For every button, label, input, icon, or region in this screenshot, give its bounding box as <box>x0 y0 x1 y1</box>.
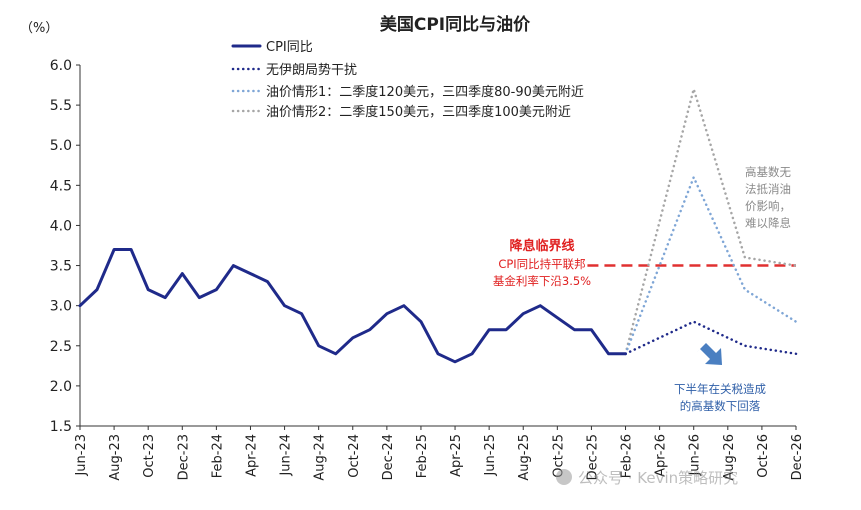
right-note-line-1: 高基数无 <box>745 165 791 179</box>
x-tick-label: Oct-25 <box>551 434 566 478</box>
y-tick-label: 6.0 <box>50 58 72 74</box>
y-tick-label: 4.5 <box>50 178 72 194</box>
right-note-line-3: 价影响， <box>745 199 791 213</box>
x-tick-label: Jun-24 <box>279 434 294 477</box>
wechat-logo-icon <box>556 469 572 485</box>
x-tick-label: Aug-23 <box>108 434 123 481</box>
series-line-4 <box>624 87 798 356</box>
threshold-line-1: CPI同比持平联邦 <box>498 257 585 271</box>
x-tick-label: Dec-24 <box>381 434 396 480</box>
x-tick-label: Dec-25 <box>585 434 600 480</box>
y-tick-label: 5.5 <box>50 98 72 114</box>
threshold-title: 降息临界线 <box>509 238 574 254</box>
chart-title: 美国CPI同比与油价 <box>380 14 531 35</box>
x-tick-label: Oct-26 <box>756 434 771 478</box>
y-axis: 6.0 5.5 5.0 4.5 4.0 3.5 3.0 2.5 2.0 1.5 <box>50 58 81 435</box>
y-tick-label: 2.5 <box>50 339 72 355</box>
right-note-line-4: 难以降息 <box>745 216 791 230</box>
y-tick-label: 1.5 <box>50 419 72 435</box>
x-tick-label: Aug-26 <box>722 434 737 481</box>
watermark-text: 公众号 · Kevin策略研究 <box>578 469 738 487</box>
legend-label-4: 油价情形2：二季度150美元，三四季度100美元附近 <box>266 104 571 120</box>
series-lines <box>78 87 798 364</box>
y-tick-label: 4.0 <box>50 218 72 234</box>
bottom-note-line-1: 下半年在关税造成 <box>674 382 766 396</box>
x-tick-label: Apr-26 <box>654 434 669 477</box>
x-tick-label: Jun-26 <box>688 434 703 477</box>
series-line-2 <box>624 320 798 356</box>
y-tick-label: 3.0 <box>50 299 72 315</box>
x-tick-label: Jun-23 <box>74 434 89 477</box>
x-tick-label: Feb-24 <box>210 434 225 478</box>
x-tick-label: Apr-25 <box>449 434 464 477</box>
legend-label-2: 无伊朗局势干扰 <box>266 62 357 78</box>
bottom-note-line-2: 的高基数下回落 <box>680 399 761 413</box>
legend-label-1: CPI同比 <box>266 40 313 55</box>
x-tick-label: Aug-25 <box>517 434 532 481</box>
legend: CPI同比无伊朗局势干扰油价情形1：二季度120美元，三四季度80-90美元附近… <box>231 40 584 120</box>
series-line-1 <box>78 248 627 364</box>
x-axis: Jun-23 Aug-23 Oct-23 Dec-23 Feb-24 Apr-24 Jun-… <box>74 425 805 481</box>
x-tick-label: Dec-23 <box>176 434 191 480</box>
y-axis-label: （%） <box>20 21 58 36</box>
x-tick-label: Oct-24 <box>347 434 362 478</box>
right-note-line-2: 法抵消油 <box>745 182 791 196</box>
y-tick-label: 3.5 <box>50 259 72 275</box>
x-tick-label: Feb-25 <box>415 434 430 478</box>
x-tick-label: Jun-25 <box>483 434 498 477</box>
legend-label-3: 油价情形1：二季度120美元，三四季度80-90美元附近 <box>266 84 584 100</box>
x-tick-label: Apr-24 <box>244 434 259 477</box>
y-tick-label: 5.0 <box>50 138 72 154</box>
threshold-line-2: 基金利率下沿3.5% <box>493 274 591 288</box>
series-line-3 <box>624 176 798 356</box>
x-tick-label: Dec-26 <box>790 434 805 480</box>
x-tick-label: Oct-23 <box>142 434 157 478</box>
x-tick-label: Feb-26 <box>620 434 635 478</box>
x-tick-label: Aug-24 <box>313 434 328 481</box>
watermark: 公众号 · Kevin策略研究 <box>556 469 738 487</box>
y-tick-label: 2.0 <box>50 379 72 395</box>
downward-arrow-icon <box>697 343 722 365</box>
